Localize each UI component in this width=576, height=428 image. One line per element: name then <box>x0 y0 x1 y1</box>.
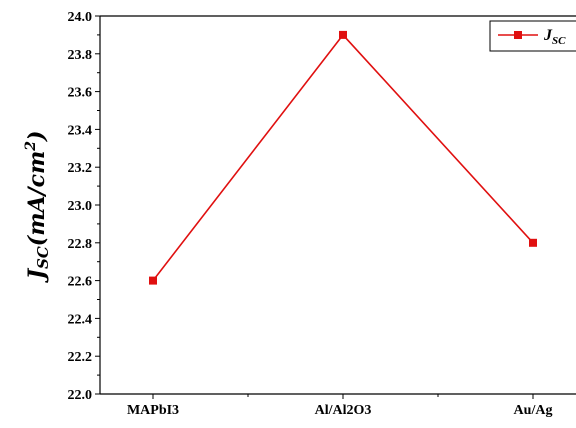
y-tick-label: 22.4 <box>68 312 93 327</box>
x-tick-label: MAPbI3 <box>127 403 179 418</box>
y-tick-label: 23.8 <box>68 48 93 63</box>
series-layer <box>149 30 537 285</box>
data-point <box>149 276 157 285</box>
y-tick-label: 23.6 <box>68 86 93 101</box>
data-point <box>339 30 347 39</box>
y-tick-label: 22.0 <box>68 388 93 403</box>
y-tick-label: 23.4 <box>68 123 93 138</box>
y-tick-label: 23.2 <box>68 161 93 176</box>
y-axis-label: JSC(mA/cm2) <box>23 131 52 284</box>
y-tick-label: 22.2 <box>68 350 93 365</box>
data-point <box>529 238 537 247</box>
y-tick-label: 22.8 <box>68 237 93 252</box>
x-tick-label: Au/Ag <box>514 403 553 418</box>
series-line <box>152 33 534 282</box>
y-axis-ticks: 22.0 22.2 22.4 22.6 22.8 23.0 23.2 23.4 23.6 23.8… <box>68 10 100 403</box>
y-tick-label: 24.0 <box>68 10 93 25</box>
legend: JSC <box>489 20 576 52</box>
x-tick-label: Al/Al2O3 <box>315 403 372 418</box>
axes-frame <box>99 15 576 395</box>
legend-box <box>489 20 576 52</box>
x-axis-ticks: MAPbI3 Al/Al2O3 Au/Ag <box>127 394 553 418</box>
legend-marker <box>514 31 522 39</box>
y-tick-label: 23.0 <box>68 199 93 214</box>
y-tick-label: 22.6 <box>68 275 93 290</box>
